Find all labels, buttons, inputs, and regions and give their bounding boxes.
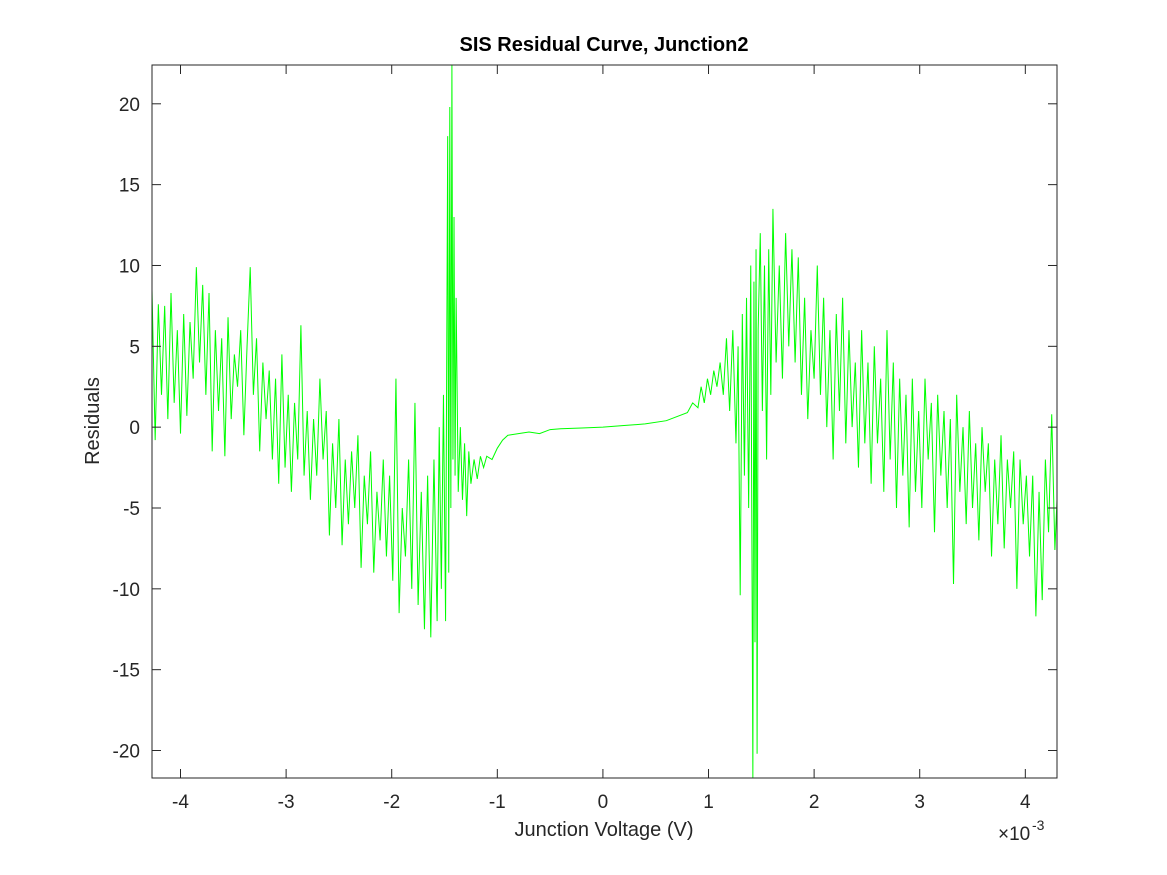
- x-tick-label: -4: [172, 792, 189, 813]
- x-multiplier: ×10: [998, 824, 1030, 845]
- data-line: [152, 65, 1057, 778]
- y-tick-label: 15: [119, 176, 140, 197]
- x-tick-label: 0: [598, 792, 609, 813]
- y-tick-label: 5: [129, 337, 140, 358]
- x-tick-label: 3: [914, 792, 925, 813]
- x-axis-label: Junction Voltage (V): [515, 819, 694, 841]
- x-tick-label: 4: [1020, 792, 1031, 813]
- x-tick-label: -3: [278, 792, 295, 813]
- chart-title: SIS Residual Curve, Junction2: [460, 34, 749, 56]
- y-tick-label: 10: [119, 256, 140, 277]
- x-tick-label: 2: [809, 792, 820, 813]
- x-tick-label: -1: [489, 792, 506, 813]
- y-tick-label: 20: [119, 95, 140, 116]
- x-tick-label: -2: [383, 792, 400, 813]
- y-tick-label: -15: [113, 661, 140, 682]
- y-tick-label: -10: [113, 580, 140, 601]
- y-tick-label: -20: [113, 742, 140, 763]
- y-axis-label: Residuals: [82, 377, 104, 465]
- x-multiplier-exponent: -3: [1032, 817, 1045, 833]
- x-tick-label: 1: [703, 792, 714, 813]
- y-tick-label: 0: [129, 418, 140, 439]
- y-tick-label: -5: [123, 499, 140, 520]
- axes-box: [151, 64, 1058, 779]
